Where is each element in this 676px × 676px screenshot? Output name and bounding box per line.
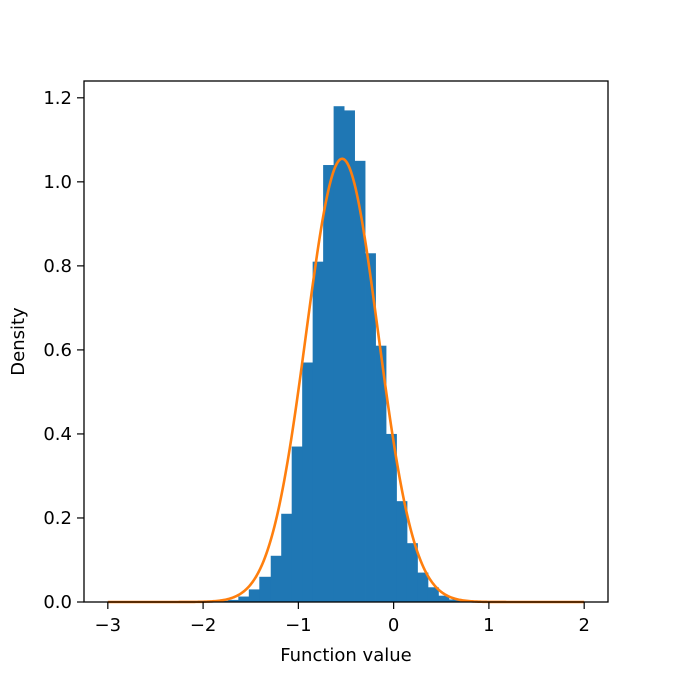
y-tick-label: 0.6 xyxy=(43,340,72,361)
x-tick-label: −1 xyxy=(285,615,312,636)
histogram-bar xyxy=(448,599,460,602)
x-tick-label: −2 xyxy=(190,615,217,636)
histogram-bar xyxy=(386,433,397,602)
y-axis-label: Density xyxy=(8,307,29,376)
y-tick-label: 0.4 xyxy=(43,424,72,445)
x-tick-label: 1 xyxy=(483,615,494,636)
histogram-bar xyxy=(323,165,335,602)
histogram-bars xyxy=(217,106,471,603)
x-tick-label: 0 xyxy=(388,615,399,636)
y-tick-label: 0.2 xyxy=(43,508,72,529)
y-tick-label: 0.8 xyxy=(43,256,72,277)
histogram-bar xyxy=(302,362,314,602)
histogram-bar xyxy=(375,345,387,602)
histogram-bar xyxy=(417,572,429,602)
histogram-bar xyxy=(270,555,282,602)
x-tick-label: −3 xyxy=(95,615,122,636)
histogram-bar xyxy=(396,501,408,602)
histogram-bar xyxy=(291,446,303,602)
histogram-bar xyxy=(259,576,272,602)
histogram-bar xyxy=(312,261,324,602)
plot-frame xyxy=(83,80,609,603)
histogram-bar xyxy=(281,513,293,602)
histogram-bar xyxy=(227,599,239,602)
histogram-bar xyxy=(438,595,450,602)
x-tick-label: 2 xyxy=(578,615,589,636)
histogram-bar xyxy=(333,106,345,603)
histogram-bar xyxy=(427,587,439,602)
y-tick-label: 1.0 xyxy=(43,172,72,193)
histogram-bar xyxy=(354,160,366,602)
y-tick-label: 1.2 xyxy=(43,88,72,109)
histogram-bar xyxy=(248,589,260,602)
histogram-bar xyxy=(238,596,250,602)
y-tick-label: 0.0 xyxy=(43,592,72,613)
histogram-bar xyxy=(365,253,376,602)
x-axis-ticks: −3 −2 −1 0 1 2 xyxy=(95,602,590,636)
histogram-bar xyxy=(406,543,418,602)
x-axis-label: Function value xyxy=(280,645,411,666)
histogram-bar xyxy=(344,110,355,602)
y-axis-ticks: 0.0 0.2 0.4 0.6 0.8 1.0 1.2 xyxy=(43,88,84,613)
